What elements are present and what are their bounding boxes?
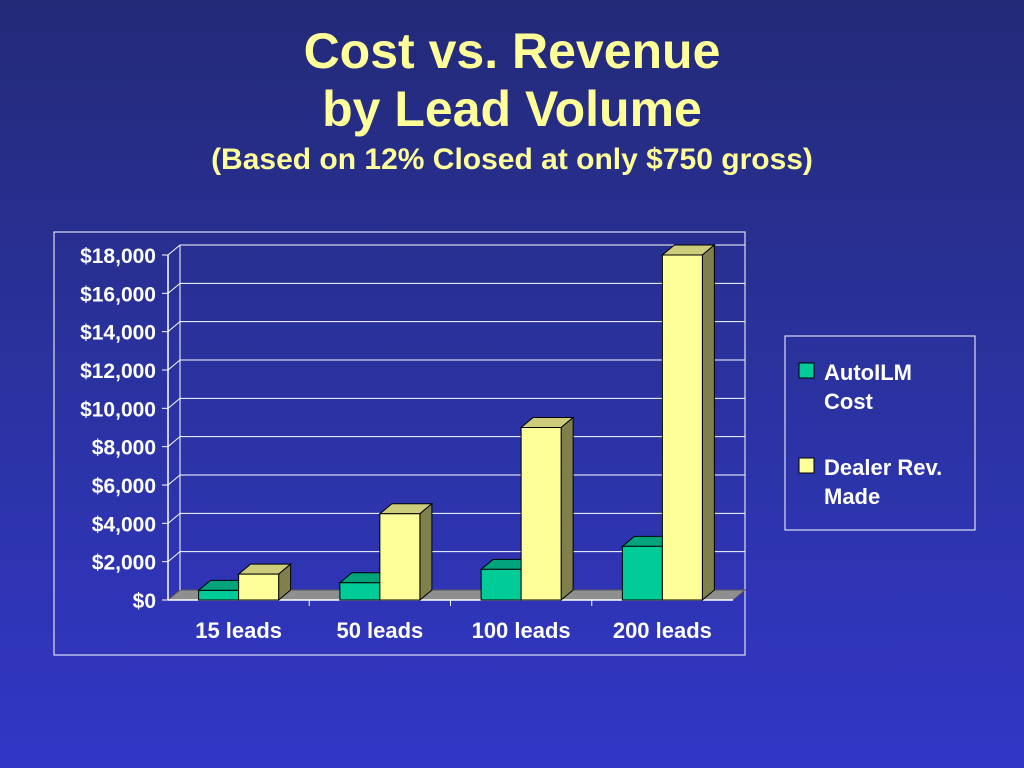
legend-label: Made [824,484,880,509]
y-tick-label: $16,000 [80,283,156,306]
chart-frame [53,231,746,656]
gridline-diagonal [167,474,181,486]
bar-dealer-revenue [519,416,575,602]
gridline-diagonal [167,321,181,333]
x-axis-categories: 15 leads 50 leads 100 leads 200 leads [195,600,712,643]
legend-label: Dealer Rev. [824,455,942,480]
gridline-diagonal [167,397,181,409]
bar-dealer-revenue [237,563,293,602]
chart-title-line2: by Lead Volume [322,81,702,137]
y-tick-label: $0 [133,590,156,613]
legend-swatch [798,457,815,474]
y-tick-label: $18,000 [80,245,156,268]
x-category-label: 15 leads [195,618,282,643]
y-axis-ticks: $0 $2,000 $4,000 $6,000 $8,000 $10,000 $12,000… [80,245,168,613]
x-category-label: 200 leads [613,618,712,643]
chart-title-line1: Cost vs. Revenue [303,23,721,79]
y-tick-label: $14,000 [80,322,156,345]
y-tick-label: $8,000 [92,437,156,460]
y-tick-label: $4,000 [92,513,156,536]
y-tick-label: $2,000 [92,552,156,575]
legend-label: AutoILM [824,360,912,385]
gridline-diagonal [167,551,181,563]
gridline-diagonal [167,282,181,294]
y-tick-label: $10,000 [80,398,156,421]
bar-dealer-revenue [660,243,716,602]
gridline-diagonal [167,359,181,371]
legend-box [784,335,976,531]
legend-label: Cost [824,389,874,414]
x-category-label: 50 leads [336,618,423,643]
x-category-label: 100 leads [472,618,571,643]
bar-dealer-revenue [378,502,434,602]
gridline-diagonal [167,512,181,524]
chart-subtitle: (Based on 12% Closed at only $750 gross) [211,143,813,176]
y-tick-label: $6,000 [92,475,156,498]
gridline-diagonal [167,244,181,256]
legend: AutoILM Cost Dealer Rev. Made [798,360,942,509]
gridline-diagonal [167,436,181,448]
legend-item-dealer-revenue: Dealer Rev. Made [798,455,942,509]
title-block: Cost vs. Revenue by Lead Volume (Based o… [0,22,1024,180]
gridlines [167,244,745,563]
legend-item-autoilm-cost: AutoILM Cost [798,360,912,414]
bars [197,243,716,602]
legend-swatch [798,362,815,379]
y-tick-label: $12,000 [80,360,156,383]
